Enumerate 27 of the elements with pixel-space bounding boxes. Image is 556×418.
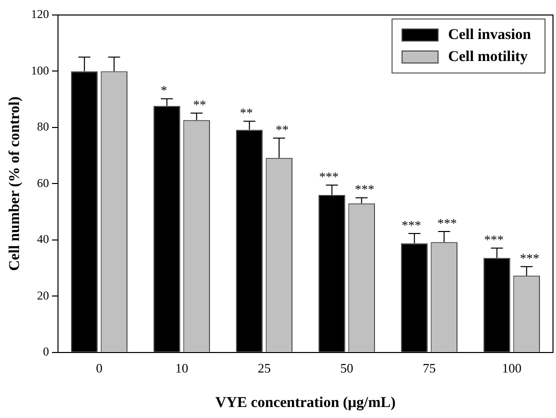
y-tick-label: 100 [31,63,49,78]
x-tick-label: 50 [340,360,354,376]
data-label: ** [193,97,206,112]
y-tick-label: 120 [31,7,49,22]
x-tick-label: 0 [96,360,102,376]
data-label: ** [240,105,253,120]
y-tick-label: 60 [37,176,49,190]
y-tick-label: 0 [43,344,49,359]
data-label: *** [520,250,540,266]
data-label: *** [437,215,457,230]
x-tick-label: 75 [422,360,436,376]
legend-label: Cell invasion [448,26,532,43]
y-axis-title: Cell number (% of control) [6,96,23,271]
data-label: *** [319,169,339,184]
y-tick-label: 80 [37,120,49,134]
x-axis-title: VYE concentration (μg/mL) [215,394,396,411]
legend-label: Cell motility [448,48,528,65]
y-tick-label: 40 [37,232,49,246]
x-tick-label: 10 [175,360,188,376]
data-label: *** [354,182,374,197]
data-label: *** [484,232,504,248]
x-tick-label: 25 [258,360,271,376]
y-tick-label: 20 [37,288,49,302]
data-label: * [160,82,168,98]
x-tick-label: 100 [502,360,522,376]
data-label: ** [276,122,289,138]
data-label: *** [402,217,422,232]
